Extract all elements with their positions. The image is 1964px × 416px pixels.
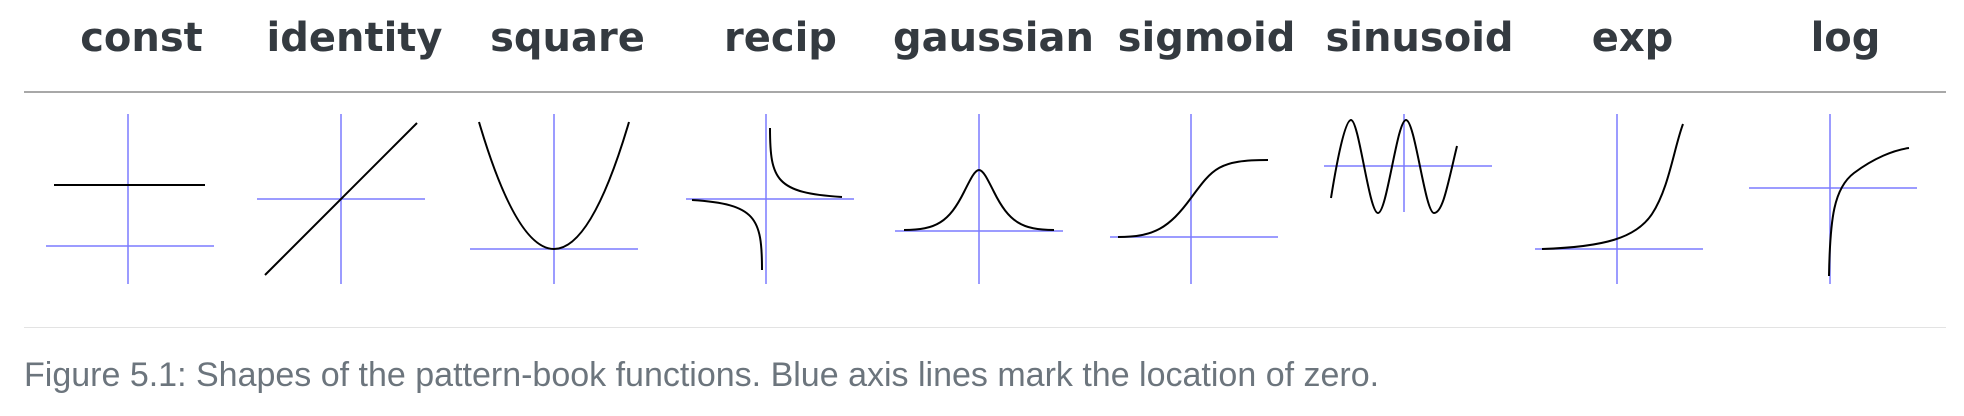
log-curve [1828, 147, 1910, 277]
gaussian-curve [903, 168, 1055, 231]
identity-curve [264, 122, 418, 276]
header-rule [24, 91, 1946, 93]
plot-sigmoid [1110, 114, 1278, 284]
figure-caption: Figure 5.1: Shapes of the pattern-book f… [24, 356, 1380, 394]
title-square: square [490, 15, 645, 61]
title-recip: recip [724, 15, 837, 61]
exp-curve [1541, 123, 1684, 250]
plot-const [46, 114, 214, 284]
recip-curve-left [691, 199, 763, 271]
title-exp: exp [1591, 15, 1674, 61]
plot-identity [257, 114, 425, 284]
bottom-rule [24, 327, 1946, 328]
plot-exp [1535, 114, 1703, 284]
title-sinusoid: sinusoid [1325, 15, 1514, 61]
title-gaussian: gaussian [893, 15, 1094, 61]
plot-recip [686, 114, 854, 284]
sinusoid-curve [1330, 118, 1458, 215]
plot-square [470, 114, 638, 284]
pattern-book-figure: const identity square recip gaussian sig… [24, 0, 1946, 330]
sigmoid-curve [1117, 159, 1269, 238]
title-sigmoid: sigmoid [1117, 15, 1296, 61]
plot-gaussian [895, 114, 1063, 284]
function-name-header: const identity square recip gaussian sig… [24, 0, 1946, 93]
plot-log [1749, 114, 1917, 284]
function-shapes-panel [46, 114, 1917, 284]
title-identity: identity [266, 15, 443, 61]
title-const: const [80, 15, 203, 61]
title-log: log [1810, 15, 1881, 61]
recip-curve-right [769, 127, 843, 198]
square-curve [478, 121, 630, 250]
plot-sinusoid [1324, 114, 1492, 215]
